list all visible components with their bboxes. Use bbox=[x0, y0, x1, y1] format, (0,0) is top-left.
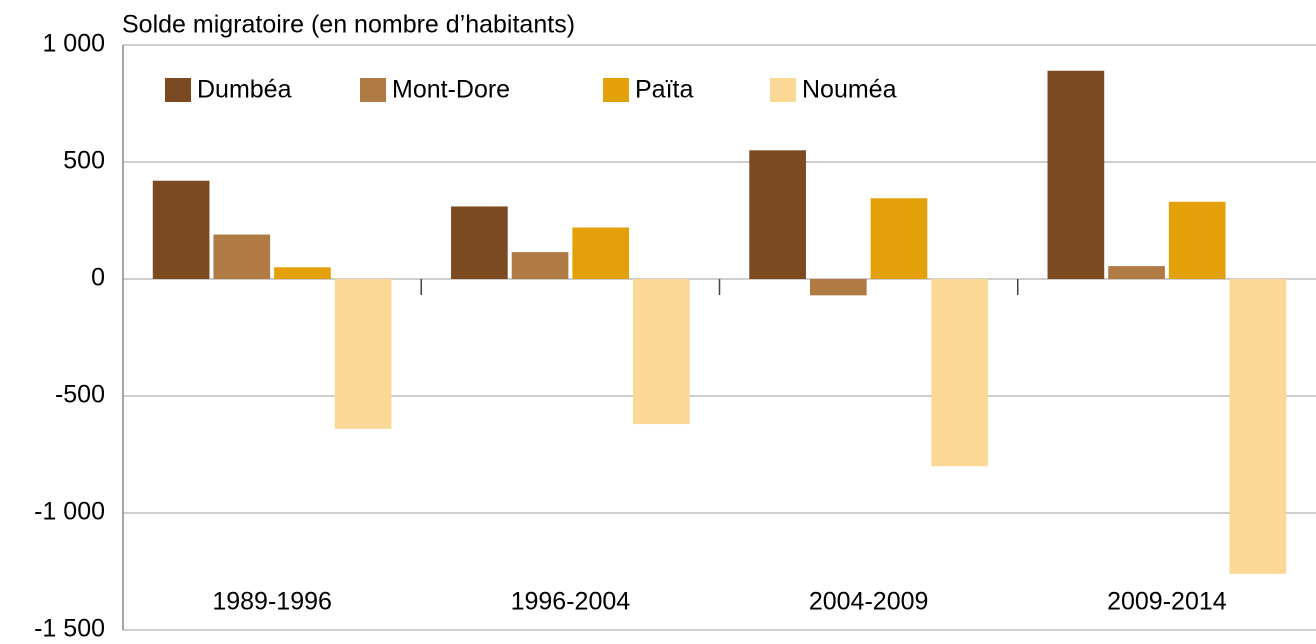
x-tick-label: 1989-1996 bbox=[212, 588, 332, 616]
legend-swatch bbox=[360, 78, 386, 102]
bar bbox=[451, 206, 508, 279]
y-tick-label: 500 bbox=[63, 147, 105, 175]
bar bbox=[274, 267, 331, 279]
bar bbox=[1108, 266, 1165, 279]
legend-swatch bbox=[770, 78, 796, 102]
legend-swatch bbox=[603, 78, 629, 102]
y-tick-label: -500 bbox=[55, 381, 105, 409]
bar bbox=[334, 279, 392, 429]
legend-label: Nouméa bbox=[802, 76, 897, 104]
bar bbox=[152, 180, 210, 279]
bar bbox=[633, 279, 690, 425]
chart-title: Solde migratoire (en nombre d’habitants) bbox=[122, 11, 575, 39]
legend-label: Mont-Dore bbox=[392, 76, 510, 104]
bar bbox=[1229, 279, 1287, 574]
y-tick-label: -1 000 bbox=[34, 498, 105, 526]
y-tick-label: -1 500 bbox=[34, 615, 105, 643]
legend-label: Païta bbox=[635, 76, 693, 104]
legend-label: Dumbéa bbox=[197, 76, 292, 104]
x-tick-label: 1996-2004 bbox=[511, 588, 631, 616]
bar bbox=[749, 150, 806, 279]
bar bbox=[809, 279, 867, 296]
y-tick-label: 1 000 bbox=[42, 30, 105, 58]
bar bbox=[870, 198, 928, 279]
x-tick-label: 2004-2009 bbox=[809, 588, 929, 616]
bar bbox=[572, 227, 630, 279]
legend-swatch bbox=[165, 78, 191, 102]
x-tick-label: 2009-2014 bbox=[1107, 588, 1227, 616]
bar bbox=[511, 252, 569, 279]
bar bbox=[1168, 201, 1226, 279]
bar bbox=[931, 279, 988, 467]
bar bbox=[213, 234, 271, 279]
y-tick-label: 0 bbox=[91, 264, 105, 292]
bar bbox=[1047, 70, 1105, 280]
